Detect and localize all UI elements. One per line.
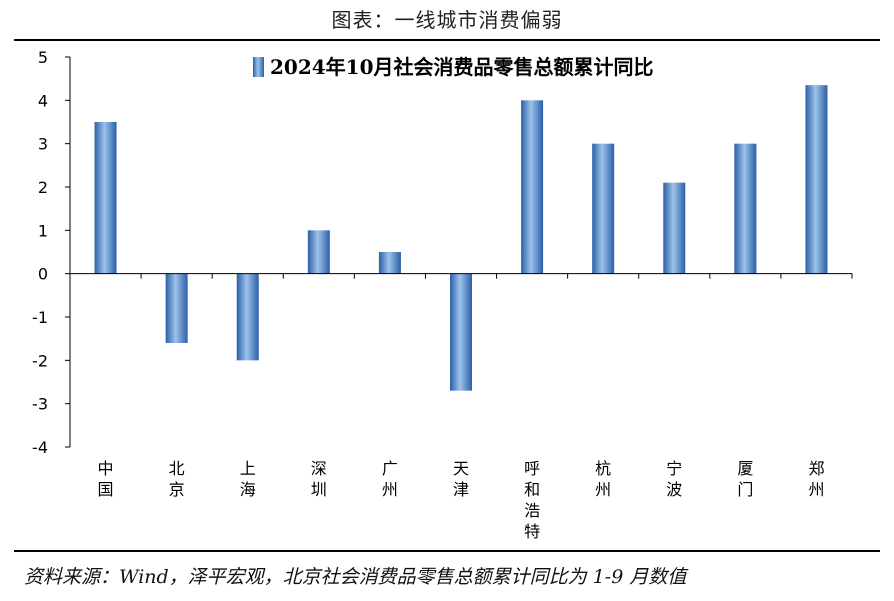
x-category-label: 厦门	[737, 459, 753, 499]
legend-label: 2024年10月社会消费品零售总额累计同比	[270, 55, 654, 79]
x-category-label: 上海	[240, 459, 256, 499]
x-category-label: 杭州	[595, 459, 611, 499]
bar	[805, 85, 828, 274]
source-note: 资料来源：Wind，泽平宏观，北京社会消费品零售总额累计同比为 1-9 月数值	[24, 566, 687, 588]
y-tick-label: -4	[32, 438, 48, 457]
bar	[165, 273, 188, 343]
bar	[663, 182, 686, 274]
x-axis: 中国 北京 上海 深圳 广州 天津 呼和浩特 杭州 宁波 厦门 郑州	[69, 273, 853, 541]
x-category-label: 郑州	[808, 459, 824, 499]
bar	[734, 143, 757, 274]
x-category-label: 深圳	[311, 459, 327, 499]
y-tick-label: -1	[32, 308, 48, 327]
bar	[521, 100, 544, 274]
x-category-label: 天津	[453, 459, 469, 499]
bar	[378, 252, 401, 274]
bottom-rule	[14, 550, 880, 552]
page-title: 图表：一线城市消费偏弱	[331, 8, 563, 32]
legend: 2024年10月社会消费品零售总额累计同比	[253, 55, 654, 79]
legend-swatch	[253, 57, 264, 77]
x-category-label: 北京	[169, 459, 185, 499]
x-category-label: 中国	[98, 459, 114, 499]
x-category-label: 宁波	[666, 459, 682, 499]
y-tick-label: 4	[38, 91, 48, 110]
x-category-label: 呼和浩特	[524, 459, 540, 541]
bar	[450, 273, 472, 391]
top-rule	[14, 39, 880, 41]
y-tick-label: 2	[38, 178, 48, 197]
y-tick-label: -2	[32, 351, 48, 370]
y-tick-label: 3	[38, 135, 48, 154]
bar	[592, 143, 615, 274]
y-tick-label: 5	[38, 48, 48, 67]
bar	[307, 230, 330, 274]
y-axis: 5 4 3 2 1 0 -1 -2 -3 -4	[32, 48, 71, 457]
bar	[94, 122, 117, 274]
x-category-label: 广州	[382, 459, 398, 499]
y-tick-label: 1	[38, 221, 48, 240]
y-tick-label: -3	[32, 395, 48, 414]
bar-series	[94, 85, 828, 391]
bar	[236, 273, 259, 361]
y-tick-label: 0	[38, 265, 48, 284]
